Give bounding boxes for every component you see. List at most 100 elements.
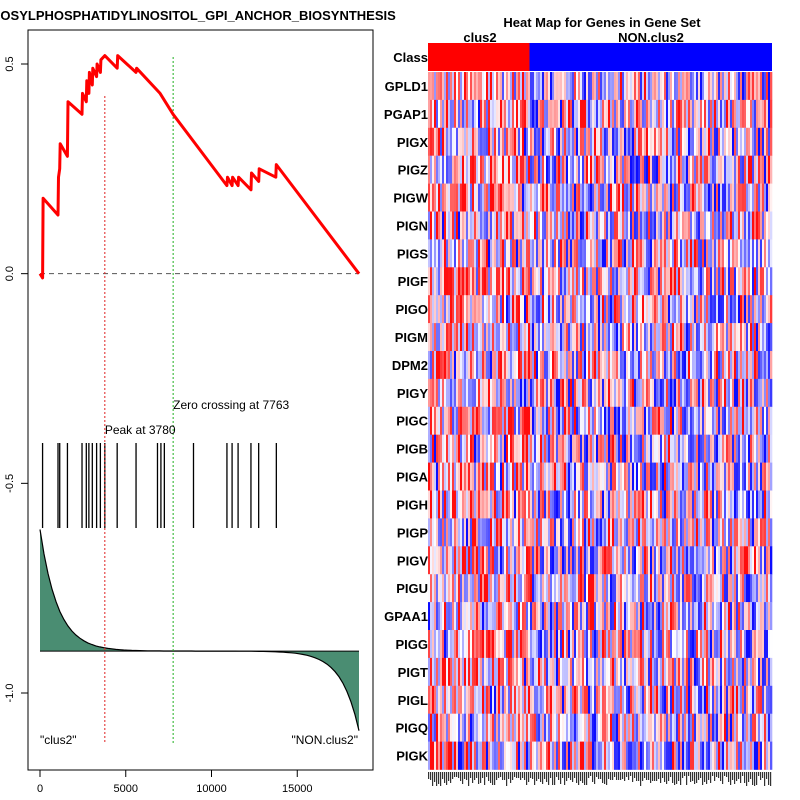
heatmap-cell: [630, 574, 633, 603]
heatmap-cell: [650, 657, 653, 687]
heatmap-cell: [488, 127, 491, 156]
heatmap-cell: [502, 406, 505, 435]
heatmap-cell: [576, 127, 579, 156]
heatmap-cell: [708, 490, 711, 519]
heatmap-cell: [674, 602, 677, 631]
heatmap-cell: [752, 713, 755, 742]
heatmap-cell: [468, 602, 471, 631]
heatmap-cell: [558, 351, 561, 380]
heatmap-cell: [474, 239, 477, 268]
heatmap-cell: [738, 657, 741, 687]
heatmap-cell: [564, 518, 567, 547]
heatmap-cell: [476, 183, 479, 212]
heatmap-cell: [768, 406, 771, 435]
heatmap-cell: [688, 741, 691, 770]
heatmap-cell: [692, 127, 695, 156]
heatmap-cell: [684, 685, 687, 714]
heatmap-cell: [764, 155, 767, 184]
heatmap-cell: [642, 434, 645, 463]
heatmap-cell: [602, 267, 605, 296]
heatmap-cell: [452, 657, 455, 687]
heatmap-cell: [726, 378, 729, 408]
heatmap-cell: [466, 351, 469, 380]
heatmap-cell: [552, 378, 555, 408]
heatmap-cell: [554, 574, 557, 603]
heatmap-cell: [762, 546, 765, 575]
heatmap-cell: [686, 211, 689, 240]
heatmap-cell: [592, 657, 595, 687]
heatmap-cell: [552, 295, 555, 324]
heatmap-cell: [686, 183, 689, 212]
heatmap-cell: [622, 267, 625, 296]
heatmap-cell: [522, 630, 525, 659]
heatmap-cell: [736, 546, 739, 575]
heatmap-cell: [704, 127, 707, 156]
heatmap-cell: [522, 351, 525, 380]
heatmap-cell: [604, 267, 607, 296]
heatmap-cell: [690, 713, 693, 742]
heatmap-cell: [630, 685, 633, 714]
heatmap-cell: [768, 72, 771, 101]
heatmap-cell: [500, 657, 503, 687]
heatmap-cell: [756, 72, 759, 101]
heatmap-cell: [758, 239, 761, 268]
heatmap-cell: [742, 378, 745, 408]
heatmap-cell: [446, 295, 449, 324]
heatmap-cell: [444, 602, 447, 631]
heatmap-cell: [664, 351, 667, 380]
heatmap-cell: [662, 239, 665, 268]
left-class-label: "clus2": [40, 733, 77, 747]
heatmap-cell: [628, 434, 631, 463]
heatmap-cell: [428, 378, 431, 408]
heatmap-cell: [666, 378, 669, 408]
heatmap-cell: [448, 183, 451, 212]
heatmap-cell: [752, 741, 755, 770]
heatmap-cell: [642, 741, 645, 770]
heatmap-cell: [544, 741, 547, 770]
heatmap-cell: [534, 630, 537, 659]
heatmap-cell: [708, 685, 711, 714]
heatmap-cell: [644, 741, 647, 770]
heatmap-cell: [458, 741, 461, 770]
heatmap-cell: [512, 99, 515, 129]
heatmap-cell: [682, 657, 685, 687]
heatmap-cell: [724, 462, 727, 491]
sample-label-tick: [582, 772, 584, 783]
heatmap-cell: [738, 741, 741, 770]
heatmap-cell: [472, 323, 475, 352]
heatmap-cell: [536, 351, 539, 380]
heatmap-cell: [568, 406, 571, 435]
heatmap-cell: [578, 183, 581, 212]
sample-label-tick: [500, 772, 502, 777]
heatmap-cell: [704, 99, 707, 129]
heatmap-cell: [658, 378, 661, 408]
heatmap-cell: [510, 295, 513, 324]
sample-label-tick: [714, 772, 716, 781]
heatmap-cell: [728, 602, 731, 631]
heatmap-cell: [594, 657, 597, 687]
heatmap-cell: [616, 378, 619, 408]
heatmap-cell: [472, 295, 475, 324]
sample-label-tick: [444, 772, 446, 783]
heatmap-cell: [428, 323, 431, 352]
heatmap-cell: [654, 490, 657, 519]
heatmap-cell: [634, 155, 637, 184]
heatmap-cell: [740, 351, 743, 380]
heatmap-cell: [546, 462, 549, 491]
heatmap-cell: [712, 713, 715, 742]
heatmap-cell: [610, 239, 613, 268]
heatmap-cell: [722, 462, 725, 491]
heatmap-cell: [738, 351, 741, 380]
heatmap-cell: [652, 490, 655, 519]
heatmap-cell: [484, 434, 487, 463]
heatmap-cell: [720, 323, 723, 352]
sample-label-tick: [592, 772, 594, 782]
heatmap-cell: [516, 518, 519, 547]
heatmap-cell: [596, 574, 599, 603]
heatmap-cell: [666, 685, 669, 714]
heatmap-cell: [730, 462, 733, 491]
heatmap-cell: [742, 127, 745, 156]
heatmap-cell: [698, 490, 701, 519]
heatmap-cell: [458, 183, 461, 212]
heatmap-cell: [554, 462, 557, 491]
